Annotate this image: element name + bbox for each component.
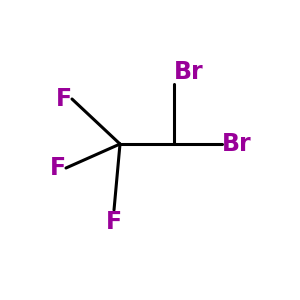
Text: F: F [56,87,72,111]
Text: Br: Br [222,132,252,156]
Text: Br: Br [174,60,204,84]
Text: F: F [106,210,122,234]
Text: F: F [50,156,66,180]
